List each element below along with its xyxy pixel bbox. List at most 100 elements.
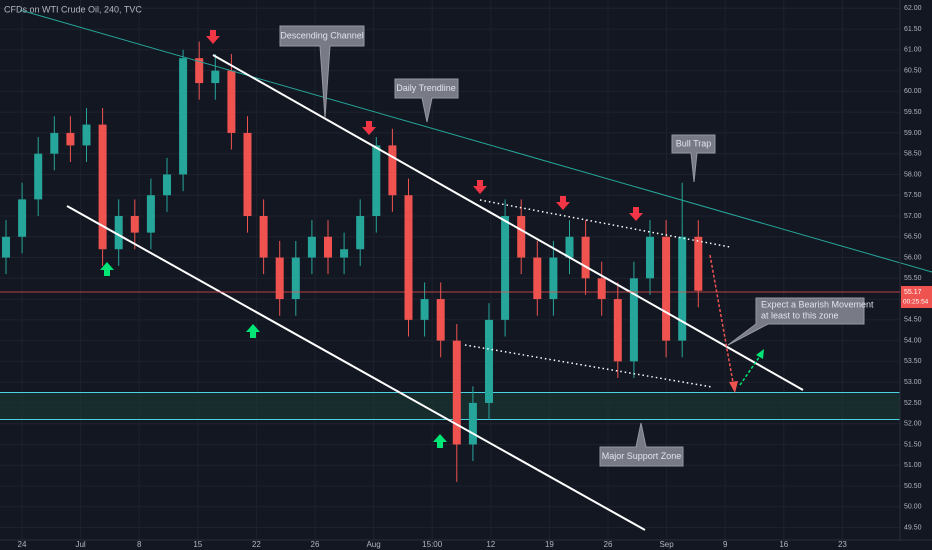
y-tick-label: 56.00 [904, 254, 922, 261]
y-tick-label: 57.00 [904, 213, 922, 220]
candle-body [662, 236, 671, 341]
candle-body [211, 70, 220, 84]
chart-title: CFDs on WTI Crude Oil, 240, TVC [4, 4, 142, 14]
y-tick-label: 53.00 [904, 379, 922, 386]
down-arrow [206, 30, 220, 44]
x-tick-label: 22 [252, 540, 261, 549]
callout [599, 422, 684, 467]
y-tick-label: 55.50 [904, 275, 922, 282]
candle-body [485, 319, 493, 403]
x-tick-label: Sep [659, 540, 674, 549]
annotation: Major Support Zone [602, 451, 682, 461]
channel-lower [66, 205, 646, 531]
arrowhead [756, 349, 764, 359]
y-tick-label: 61.00 [904, 47, 922, 54]
x-tick-label: 12 [486, 540, 495, 549]
candle-body [533, 257, 542, 300]
down-arrow [556, 196, 570, 210]
candle-body [259, 216, 268, 258]
daily-trendline [19, 9, 932, 273]
y-tick-label: 52.00 [904, 421, 922, 428]
candle-body [436, 299, 445, 341]
candle-body [388, 145, 397, 196]
candle-body [18, 199, 27, 237]
support-zone [0, 392, 900, 420]
x-tick-label: Aug [366, 540, 380, 549]
drawings: Descending Channel Daily Trendline Bull … [19, 9, 932, 531]
bearish-path [709, 254, 735, 389]
candle-body [82, 124, 91, 146]
candle-body [179, 58, 188, 175]
candle-body [275, 257, 284, 300]
green-arrows [100, 262, 447, 448]
up-arrow [100, 262, 114, 276]
candle-body [404, 195, 413, 320]
candle-body [452, 340, 461, 445]
candle-body [340, 249, 349, 258]
x-tick-label: 26 [604, 540, 613, 549]
up-arrow [246, 324, 260, 338]
candle-body [324, 236, 332, 258]
annotation: at least to this zone [761, 310, 839, 320]
y-tick-label: 51.50 [904, 441, 922, 448]
candle-body [98, 124, 107, 250]
x-tick-label: 15:00 [422, 540, 443, 549]
x-tick-label: 19 [545, 540, 554, 549]
candle-body [694, 236, 703, 291]
down-arrow [362, 121, 376, 135]
candle-body [581, 236, 590, 279]
candle-body [2, 236, 10, 258]
y-tick-label: 62.00 [904, 5, 922, 12]
candle-body [420, 299, 429, 320]
support-zone-layer [0, 392, 900, 421]
x-tick-label: 23 [838, 540, 847, 549]
candle-body [291, 257, 300, 300]
candle-body [597, 278, 606, 300]
annotation: Descending Channel [280, 30, 364, 40]
arrowhead [729, 381, 738, 393]
countdown: 00:25:54 [903, 299, 929, 306]
y-tick-label: 51.00 [904, 462, 922, 469]
x-tick-label: 9 [723, 540, 728, 549]
red-arrows [206, 30, 643, 221]
callout [727, 297, 865, 346]
callout [671, 134, 716, 183]
candle-body [114, 216, 123, 250]
up-arrow [433, 434, 447, 448]
x-tick-label: 8 [137, 540, 142, 549]
annotation: Bull Trap [676, 138, 712, 148]
candle-body [468, 402, 477, 445]
y-tick-label: 54.50 [904, 317, 922, 324]
candle-body [195, 58, 204, 84]
y-tick-label: 58.50 [904, 151, 922, 158]
x-tick-label: 16 [779, 540, 788, 549]
candles [2, 41, 703, 482]
y-tick-label: 59.00 [904, 130, 922, 137]
candle-body [307, 236, 316, 258]
candle-body [356, 216, 365, 250]
callout [279, 25, 365, 119]
channel-upper [212, 54, 804, 391]
y-tick-label: 53.50 [904, 358, 922, 365]
y-tick-label: 58.00 [904, 171, 922, 178]
candle-body [163, 174, 171, 196]
x-tick-label: Jul [75, 540, 85, 549]
y-tick-label: 60.00 [904, 88, 922, 95]
last-price-label: 55.17 [904, 289, 922, 296]
y-tick-label: 49.50 [904, 524, 922, 531]
y-tick-label: 54.00 [904, 337, 922, 344]
candle-body [227, 70, 236, 133]
candle-body [678, 236, 687, 341]
candle-body [501, 216, 510, 320]
candle-body [146, 195, 155, 233]
y-tick-label: 56.50 [904, 234, 922, 241]
candle-body [629, 278, 638, 362]
dotted-upper [479, 199, 731, 248]
y-tick-label: 50.50 [904, 483, 922, 490]
candle-body [613, 299, 622, 362]
down-arrow [473, 180, 487, 194]
x-tick-label: 24 [18, 540, 27, 549]
